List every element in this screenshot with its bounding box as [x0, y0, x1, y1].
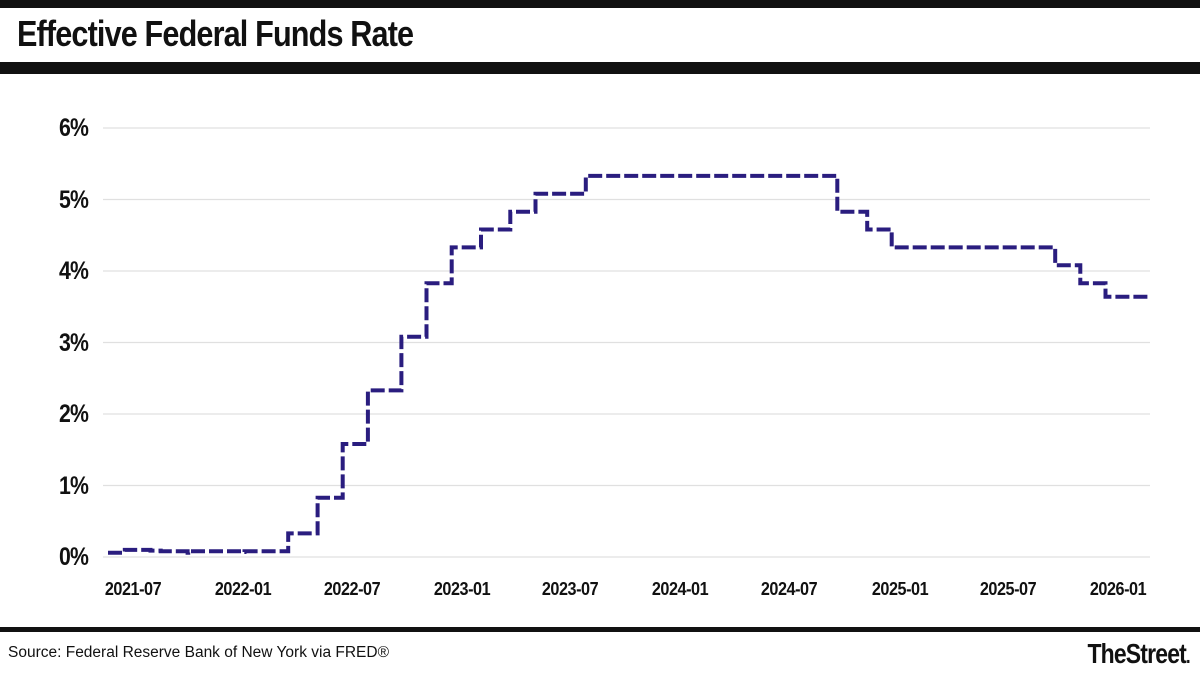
brand-logo-dot: . [1186, 646, 1190, 668]
x-tick-label: 2025-07 [979, 579, 1037, 599]
page-title: Effective Federal Funds Rate [17, 13, 414, 54]
x-tick-label: 2025-01 [871, 579, 928, 599]
y-tick-label: 0% [58, 543, 89, 571]
footer-divider-bar [0, 627, 1200, 632]
x-tick-label: 2021-07 [104, 579, 162, 599]
x-tick-label: 2022-01 [215, 579, 272, 599]
x-tick-label: 2023-01 [433, 579, 491, 599]
x-tick-label: 2024-07 [761, 579, 818, 599]
brand-logo-text: TheStreet [1087, 638, 1187, 669]
y-tick-label: 5% [58, 185, 89, 214]
top-accent-bar [0, 0, 1200, 8]
x-tick-label: 2023-07 [542, 579, 599, 599]
y-tick-label: 1% [58, 471, 89, 500]
brand-logo: TheStreet. [1087, 638, 1191, 670]
rate-line [108, 173, 1148, 555]
title-divider-bar [0, 62, 1200, 74]
x-tick-label: 2022-07 [323, 579, 381, 599]
y-tick-label: 6% [58, 114, 89, 142]
y-tick-label: 4% [58, 257, 89, 285]
x-tick-label: 2026-01 [1089, 579, 1147, 599]
y-tick-label: 3% [58, 328, 89, 357]
y-tick-label: 2% [58, 400, 89, 428]
source-attribution: Source: Federal Reserve Bank of New York… [8, 644, 389, 661]
x-tick-label: 2024-01 [652, 579, 709, 599]
